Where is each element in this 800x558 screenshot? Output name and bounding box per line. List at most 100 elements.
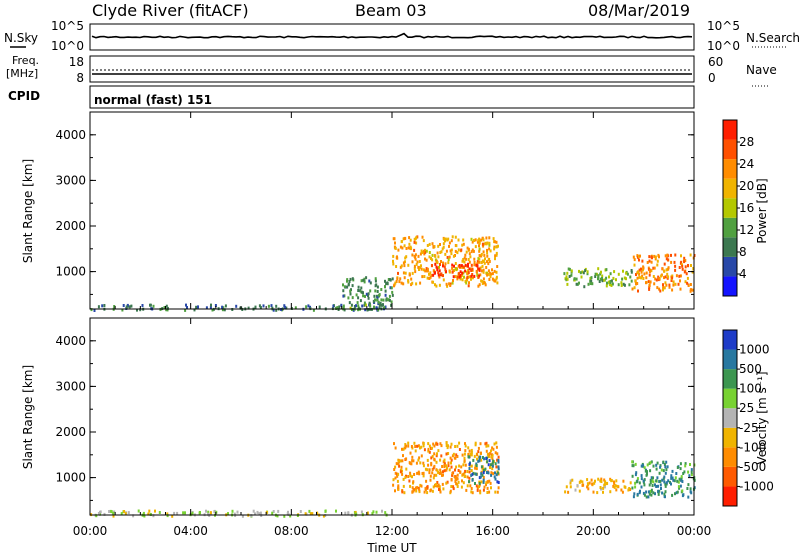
- echo-pixel: [113, 305, 116, 308]
- echo-pixel: [401, 469, 403, 473]
- echo-pixel: [404, 475, 407, 479]
- echo-pixel: [394, 246, 397, 250]
- echo-pixel: [467, 262, 469, 266]
- echo-pixel: [486, 248, 488, 252]
- echo-pixel: [142, 511, 145, 515]
- echo-pixel: [258, 304, 261, 308]
- echo-pixel: [563, 272, 566, 276]
- echo-pixel: [199, 511, 201, 514]
- echo-pixel: [409, 451, 412, 455]
- echo-pixel: [431, 242, 434, 246]
- echo-pixel: [497, 244, 499, 248]
- echo-pixel: [470, 263, 473, 267]
- echo-pixel: [482, 270, 485, 274]
- echo-pixel: [684, 462, 687, 466]
- echo-pixel: [470, 490, 473, 494]
- echo-pixel: [664, 484, 667, 488]
- echo-pixel: [601, 279, 604, 283]
- echo-pixel: [659, 289, 662, 293]
- colorbar-segment: [723, 237, 737, 257]
- echo-pixel: [371, 512, 374, 516]
- echo-pixel: [448, 244, 450, 248]
- echo-pixel: [485, 481, 488, 485]
- echo-pixel: [631, 474, 634, 478]
- echo-pixel: [405, 444, 407, 448]
- echo-pixel: [666, 272, 669, 276]
- echo-pixel: [221, 305, 224, 309]
- echo-pixel: [485, 441, 488, 445]
- echo-pixel: [679, 279, 681, 283]
- echo-pixel: [483, 253, 486, 257]
- echo-pixel: [678, 486, 681, 490]
- echo-pixel: [595, 272, 598, 276]
- echo-pixel: [487, 444, 490, 448]
- echo-pixel: [398, 280, 401, 284]
- echo-pixel: [423, 448, 426, 452]
- echo-pixel: [413, 240, 416, 244]
- echo-pixel: [469, 452, 472, 456]
- echo-pixel: [452, 275, 455, 279]
- echo-pixel: [401, 447, 403, 451]
- echo-pixel: [166, 514, 169, 518]
- echo-pixel: [428, 272, 430, 276]
- echo-pixel: [497, 465, 500, 469]
- echo-pixel: [285, 306, 288, 310]
- echo-pixel: [656, 286, 659, 290]
- echo-pixel: [568, 275, 571, 278]
- echo-pixel: [440, 444, 443, 448]
- echo-pixel: [271, 306, 274, 310]
- echo-pixel: [486, 460, 489, 464]
- echo-pixel: [485, 449, 488, 453]
- echo-pixel: [478, 482, 481, 485]
- echo-pixel: [631, 486, 634, 490]
- echo-pixel: [409, 238, 412, 242]
- echo-pixel: [176, 511, 179, 515]
- echo-pixel: [672, 478, 675, 482]
- echo-pixel: [391, 293, 394, 297]
- echo-pixel: [495, 275, 498, 279]
- echo-pixel: [689, 487, 692, 491]
- echo-pixel: [195, 305, 198, 309]
- echo-pixel: [436, 261, 439, 265]
- echo-pixel: [191, 511, 194, 515]
- noise-left-tick-bottom: 10^0: [51, 39, 84, 53]
- echo-pixel: [443, 458, 446, 462]
- echo-pixel: [426, 276, 429, 280]
- echo-pixel: [267, 304, 270, 308]
- echo-pixel: [405, 247, 408, 250]
- echo-pixel: [598, 280, 601, 283]
- colorbar-segment: [723, 217, 737, 238]
- echo-pixel: [439, 442, 442, 446]
- echo-pixel: [620, 488, 623, 492]
- echo-pixel: [425, 258, 428, 262]
- echo-pixel: [680, 260, 683, 264]
- echo-pixel: [413, 473, 416, 476]
- echo-pixel: [689, 463, 691, 466]
- echo-pixel: [415, 241, 418, 245]
- echo-pixel: [404, 446, 407, 450]
- echo-pixel: [661, 491, 664, 495]
- echo-pixel: [420, 484, 423, 488]
- echo-pixel: [351, 296, 354, 300]
- colorbar-frame: [722, 329, 738, 507]
- echo-pixel: [674, 253, 677, 257]
- echo-pixel: [483, 485, 486, 489]
- velocity-colorbar-tick-label: -100: [739, 440, 766, 454]
- echo-pixel: [336, 306, 339, 310]
- echo-pixel: [649, 481, 652, 485]
- echo-pixel: [402, 454, 404, 458]
- echo-pixel: [488, 271, 491, 275]
- echo-pixel: [638, 491, 641, 495]
- echo-pixel: [586, 272, 589, 276]
- echo-pixel: [487, 258, 490, 262]
- echo-pixel: [672, 283, 675, 287]
- echo-pixel: [265, 510, 268, 514]
- echo-pixel: [397, 248, 400, 252]
- echo-pixel: [602, 490, 604, 494]
- echo-pixel: [609, 281, 612, 284]
- echo-pixel: [494, 490, 497, 494]
- echo-pixel: [342, 294, 345, 298]
- echo-pixel: [443, 265, 446, 269]
- echo-pixel: [367, 296, 370, 300]
- echo-pixel: [603, 483, 606, 487]
